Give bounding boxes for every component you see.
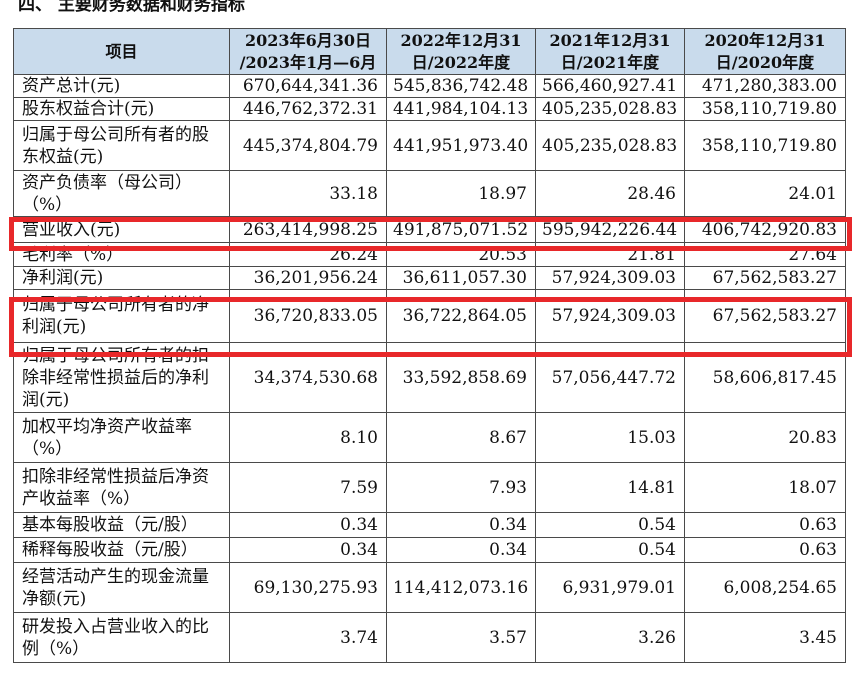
cell-value: 3.26 (535, 612, 685, 663)
cell-value: 446,762,372.31 (229, 97, 387, 121)
header-period-2023h1: 2023年6月30日 /2023年1月—6月 (229, 28, 387, 75)
cell-value: 27.64 (684, 242, 846, 267)
cell-value: 33.18 (229, 170, 387, 217)
table-row: 净利润(元) 36,201,956.24 36,611,057.30 57,92… (13, 266, 846, 290)
cell-value: 26.24 (229, 242, 387, 267)
cell-value: 670,644,341.36 (229, 74, 387, 98)
financial-data-table: 项目 2023年6月30日 /2023年1月—6月 2022年12月31 日/2… (13, 28, 846, 663)
cell-value: 358,110,719.80 (684, 120, 846, 171)
row-label: 资产负债率（母公司）（%） (13, 170, 230, 217)
header-period-2020: 2020年12月31 日/2020年度 (684, 28, 846, 75)
cell-value: 3.57 (386, 612, 536, 663)
cell-value: 3.45 (684, 612, 846, 663)
row-label: 经营活动产生的现金流量净额(元) (13, 562, 230, 613)
cell-value: 566,460,927.41 (535, 74, 685, 98)
cell-value: 8.67 (386, 412, 536, 463)
cell-value: 0.34 (386, 537, 536, 563)
cell-value: 0.54 (535, 512, 685, 538)
cell-value: 0.34 (229, 512, 387, 538)
table-row: 稀释每股收益（元/股） 0.34 0.34 0.54 0.63 (13, 537, 846, 563)
table-row: 归属于母公司所有者的股东权益(元) 445,374,804.79 441,951… (13, 120, 846, 171)
cell-value: 20.53 (386, 242, 536, 267)
cell-value: 595,942,226.44 (535, 216, 685, 243)
cell-value: 57,924,309.03 (535, 289, 685, 343)
cell-value: 58,606,817.45 (684, 342, 846, 413)
cell-value: 406,742,920.83 (684, 216, 846, 243)
table-row: 资产总计(元) 670,644,341.36 545,836,742.48 56… (13, 74, 846, 98)
row-label: 归属于母公司所有者的股东权益(元) (13, 120, 230, 171)
cell-value: 114,412,073.16 (386, 562, 536, 613)
cell-value: 21.81 (535, 242, 685, 267)
row-label: 加权平均净资产收益率（%） (13, 412, 230, 463)
cell-value: 15.03 (535, 412, 685, 463)
row-label: 归属于母公司所有者的扣除非经常性损益后的净利润(元) (13, 342, 230, 413)
table-row: 基本每股收益（元/股） 0.34 0.34 0.54 0.63 (13, 512, 846, 538)
cell-value: 14.81 (535, 462, 685, 513)
cell-value: 36,201,956.24 (229, 266, 387, 290)
row-label: 研发投入占营业收入的比例（%） (13, 612, 230, 663)
cell-value: 441,951,973.40 (386, 120, 536, 171)
row-label: 稀释每股收益（元/股） (13, 537, 230, 563)
cell-value: 3.74 (229, 612, 387, 663)
cell-value: 18.07 (684, 462, 846, 513)
cell-value: 69,130,275.93 (229, 562, 387, 613)
table-row: 归属于母公司所有者的扣除非经常性损益后的净利润(元) 34,374,530.68… (13, 342, 846, 413)
header-period-2022: 2022年12月31 日/2022年度 (386, 28, 536, 75)
cell-value: 57,924,309.03 (535, 266, 685, 290)
table-row-highlighted: 归属于母公司所有者的净利润(元) 36,720,833.05 36,722,86… (13, 289, 846, 343)
cell-value: 33,592,858.69 (386, 342, 536, 413)
header-period-2021: 2021年12月31 日/2021年度 (535, 28, 685, 75)
cell-value: 7.59 (229, 462, 387, 513)
cell-value: 263,414,998.25 (229, 216, 387, 243)
cell-value: 36,722,864.05 (386, 289, 536, 343)
cell-value: 6,931,979.01 (535, 562, 685, 613)
row-label: 营业收入(元) (13, 216, 230, 243)
cell-value: 358,110,719.80 (684, 97, 846, 121)
cell-value: 28.46 (535, 170, 685, 217)
cell-value: 24.01 (684, 170, 846, 217)
cell-value: 405,235,028.83 (535, 97, 685, 121)
cell-value: 8.10 (229, 412, 387, 463)
cell-value: 57,056,447.72 (535, 342, 685, 413)
cell-value: 545,836,742.48 (386, 74, 536, 98)
cell-value: 0.63 (684, 537, 846, 563)
row-label: 归属于母公司所有者的净利润(元) (13, 289, 230, 343)
row-label: 扣除非经常性损益后净资产收益率（%） (13, 462, 230, 513)
cell-value: 36,611,057.30 (386, 266, 536, 290)
table-row: 毛利率（%） 26.24 20.53 21.81 27.64 (13, 242, 846, 267)
header-row: 项目 2023年6月30日 /2023年1月—6月 2022年12月31 日/2… (13, 28, 846, 75)
cell-value: 491,875,071.52 (386, 216, 536, 243)
cell-value: 7.93 (386, 462, 536, 513)
cell-value: 67,562,583.27 (684, 266, 846, 290)
row-label: 资产总计(元) (13, 74, 230, 98)
table-row: 股东权益合计(元) 446,762,372.31 441,984,104.13 … (13, 97, 846, 121)
cell-value: 441,984,104.13 (386, 97, 536, 121)
cell-value: 405,235,028.83 (535, 120, 685, 171)
cell-value: 20.83 (684, 412, 846, 463)
cell-value: 471,280,383.00 (684, 74, 846, 98)
table-row: 研发投入占营业收入的比例（%） 3.74 3.57 3.26 3.45 (13, 612, 846, 663)
row-label: 基本每股收益（元/股） (13, 512, 230, 538)
row-label: 净利润(元) (13, 266, 230, 290)
cell-value: 0.34 (229, 537, 387, 563)
cell-value: 18.97 (386, 170, 536, 217)
cell-value: 36,720,833.05 (229, 289, 387, 343)
table-row: 资产负债率（母公司）（%） 33.18 18.97 28.46 24.01 (13, 170, 846, 217)
section-heading: 四、 主要财务数据和财务指标 (18, 0, 245, 12)
row-label: 毛利率（%） (13, 242, 230, 267)
table-row: 加权平均净资产收益率（%） 8.10 8.67 15.03 20.83 (13, 412, 846, 463)
cell-value: 0.34 (386, 512, 536, 538)
header-item: 项目 (13, 28, 230, 75)
cell-value: 0.63 (684, 512, 846, 538)
cell-value: 67,562,583.27 (684, 289, 846, 343)
cell-value: 34,374,530.68 (229, 342, 387, 413)
table-row: 经营活动产生的现金流量净额(元) 69,130,275.93 114,412,0… (13, 562, 846, 613)
row-label: 股东权益合计(元) (13, 97, 230, 121)
cell-value: 0.54 (535, 537, 685, 563)
table-row-highlighted: 营业收入(元) 263,414,998.25 491,875,071.52 59… (13, 216, 846, 243)
table-row: 扣除非经常性损益后净资产收益率（%） 7.59 7.93 14.81 18.07 (13, 462, 846, 513)
cell-value: 6,008,254.65 (684, 562, 846, 613)
cell-value: 445,374,804.79 (229, 120, 387, 171)
